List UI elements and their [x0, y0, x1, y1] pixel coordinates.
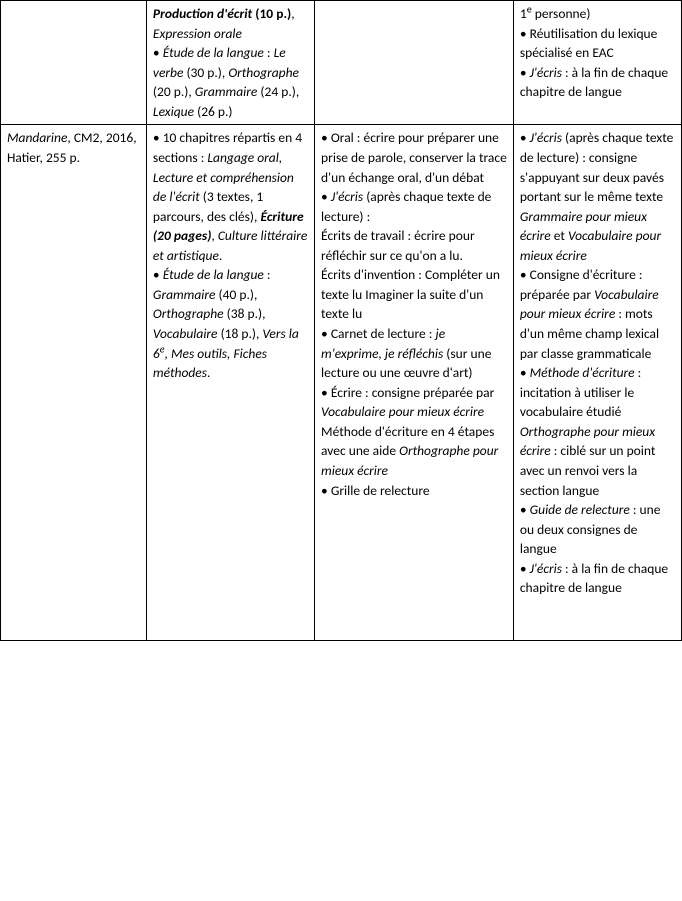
text-fragment: . — [207, 364, 210, 381]
text-fragment: Mandarine — [7, 129, 67, 146]
cell-r1c4: 1e personne) • Réutilisation du lexique … — [513, 1, 681, 125]
cell-r2c1: Mandarine, CM2, 2016, Hatier, 255 p. — [1, 125, 147, 641]
text-fragment: • Oral : écrire pour préparer une prise … — [321, 129, 507, 185]
table-row: Production d'écrit (10 p.), Expression o… — [1, 1, 682, 125]
text-fragment: (40 p.), — [215, 286, 257, 303]
table-row: Mandarine, CM2, 2016, Hatier, 255 p. • 1… — [1, 125, 682, 641]
text-fragment: (10 p.) — [252, 5, 291, 22]
text-fragment: Expression orale — [153, 25, 242, 42]
text-fragment: (20 p.), — [153, 83, 195, 100]
cell-r2c4: • J'écris (après chaque texte de lecture… — [513, 125, 681, 641]
cell-r2c3: • Oral : écrire pour préparer une prise … — [315, 125, 514, 641]
text-fragment: • Carnet de lecture : — [321, 325, 435, 342]
text-fragment: et — [551, 227, 568, 244]
cell-r1c1 — [1, 1, 147, 125]
text-fragment: • — [520, 501, 530, 518]
text-fragment: Écrits d'invention : Compléter un texte … — [321, 266, 500, 322]
text-fragment: Grammaire — [153, 286, 216, 303]
cell-r1c2: Production d'écrit (10 p.), Expression o… — [146, 1, 314, 125]
text-fragment: Méthode d'écriture — [530, 364, 635, 381]
text-fragment: J'écris — [530, 64, 562, 81]
text-fragment: personne) — [532, 5, 591, 22]
text-fragment: , — [291, 5, 294, 22]
text-fragment: (26 p.) — [194, 103, 232, 120]
text-fragment: 1 — [520, 5, 527, 22]
cell-r1c3 — [315, 1, 514, 125]
text-fragment: Vocabulaire pour mieux écrire — [321, 403, 484, 420]
text-fragment: • — [520, 364, 530, 381]
text-fragment: Étude de la langue — [163, 266, 264, 283]
text-fragment: Orthographe — [228, 64, 299, 81]
text-fragment: J'écris — [530, 129, 562, 146]
text-fragment: . — [219, 247, 222, 264]
text-fragment: Vocabulaire — [153, 325, 218, 342]
text-fragment: (24 p.), — [257, 83, 299, 100]
cell-r2c2: • 10 chapitres répartis en 4 sections : … — [146, 125, 314, 641]
text-fragment: Production d'écrit — [153, 5, 252, 22]
text-fragment: Guide de relecture — [530, 501, 630, 518]
text-fragment: • Réutilisation du lexique spécialisé en… — [520, 25, 658, 62]
text-fragment: : — [264, 266, 271, 283]
comparison-table: Production d'écrit (10 p.), Expression o… — [0, 0, 682, 641]
text-fragment: • — [520, 64, 530, 81]
text-fragment: • — [153, 266, 163, 283]
text-fragment: • Grille de relecture — [321, 482, 430, 499]
text-fragment: • — [520, 129, 530, 146]
text-fragment: Hatier, 255 p. — [7, 149, 80, 166]
text-fragment: Étude de la langue — [163, 44, 264, 61]
text-fragment: • Écrire : consigne préparée par — [321, 384, 494, 401]
text-fragment: (38 p.), — [224, 305, 266, 322]
text-fragment: (30 p.), — [183, 64, 228, 81]
text-fragment: (18 p.), — [218, 325, 263, 342]
text-fragment: , CM2, 2016, — [67, 129, 136, 146]
text-fragment: J'écris — [530, 560, 562, 577]
text-fragment: Lexique — [153, 103, 194, 120]
text-fragment: • — [520, 560, 530, 577]
text-fragment: • — [321, 188, 331, 205]
text-fragment: Écrits de travail : écrire pour réfléchi… — [321, 227, 475, 264]
text-fragment: : — [264, 44, 274, 61]
text-fragment: Orthographe — [153, 305, 224, 322]
text-fragment: J'écris — [331, 188, 363, 205]
text-fragment: • — [153, 44, 163, 61]
text-fragment: Grammaire — [195, 83, 258, 100]
